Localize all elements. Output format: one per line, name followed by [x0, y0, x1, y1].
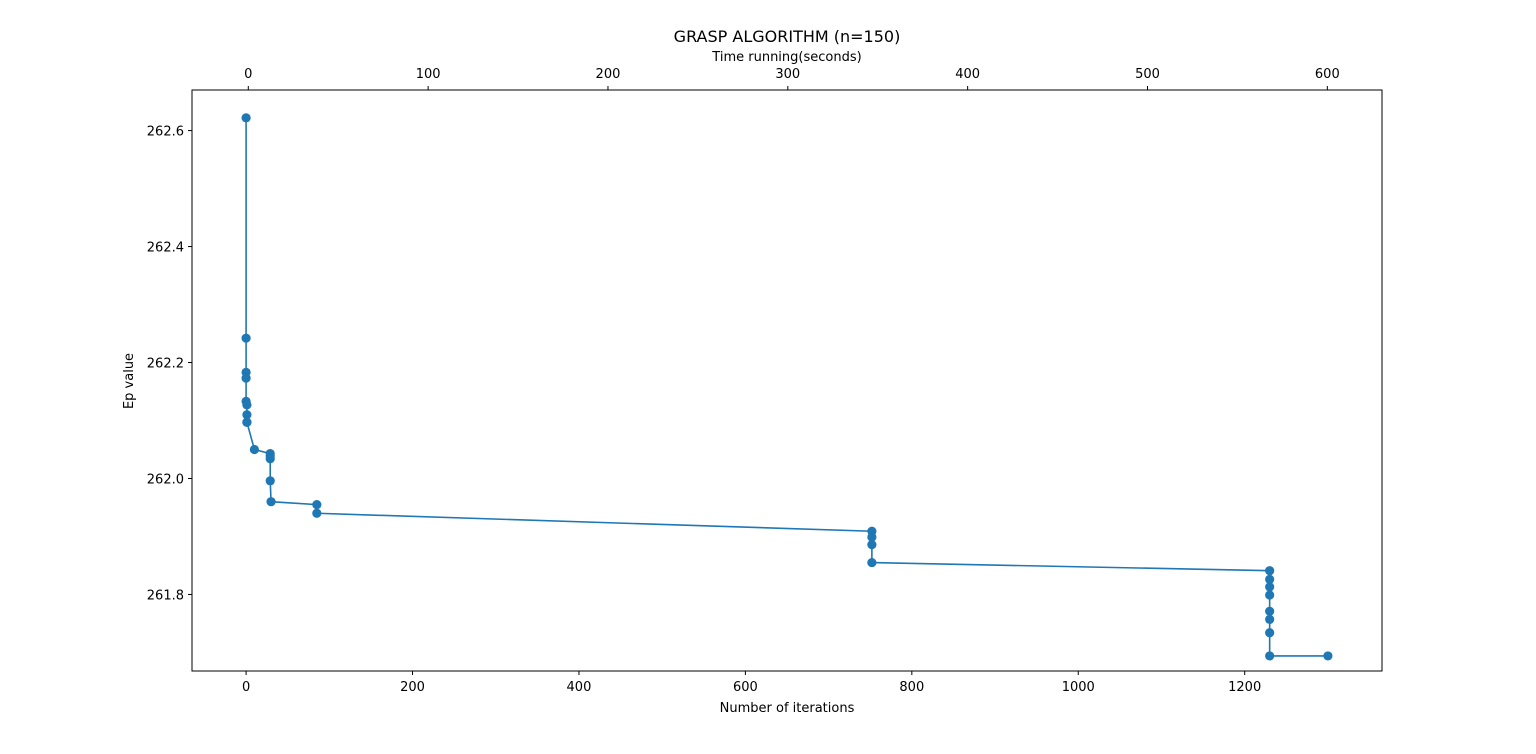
data-point: [241, 373, 251, 383]
y-tick-label: 262.4: [147, 241, 184, 256]
data-point: [1323, 651, 1333, 661]
data-point: [241, 333, 251, 343]
data-point: [1265, 606, 1275, 616]
x-tick-label: 800: [899, 680, 924, 695]
data-point: [1265, 574, 1275, 584]
y-tick-label: 262.2: [147, 357, 184, 372]
x-tick-label: 1000: [1062, 680, 1095, 695]
data-point: [1265, 582, 1275, 592]
x-tick-label: 0: [242, 680, 250, 695]
data-point: [266, 497, 276, 507]
top-x-tick-label: 500: [1135, 67, 1160, 82]
axis-ticks: 0 200 400 600 800 1000 1200 0 100 200 300 400 500 600…: [147, 67, 1340, 695]
data-point: [241, 113, 251, 123]
data-point: [312, 508, 322, 518]
x-tick-label: 200: [400, 680, 425, 695]
top-x-tick-label: 100: [416, 67, 441, 82]
y-tick-label: 262.0: [147, 472, 184, 487]
data-point: [249, 444, 260, 455]
chart-title: GRASP ALGORITHM (n=150): [674, 27, 901, 46]
top-x-tick-label: 400: [955, 67, 980, 82]
data-point: [1265, 651, 1275, 661]
x-tick-label: 600: [733, 680, 758, 695]
top-x-tick-label: 300: [775, 67, 800, 82]
data-point: [867, 539, 877, 550]
data-point: [242, 400, 252, 410]
top-x-tick-label: 600: [1315, 67, 1340, 82]
x-tick-label: 400: [567, 680, 592, 695]
data-point: [1265, 614, 1275, 624]
y-axis-label: Ep value: [122, 353, 137, 409]
top-x-tick-label: 0: [244, 67, 252, 82]
data-point: [1265, 628, 1275, 638]
data-point: [242, 410, 252, 420]
data-point: [242, 417, 252, 427]
data-point: [312, 499, 322, 510]
top-x-axis-label: Time running(seconds): [711, 50, 861, 65]
data-point: [867, 532, 877, 542]
data-point: [265, 454, 275, 464]
plot-area: [241, 113, 1333, 661]
x-tick-label: 1200: [1228, 680, 1261, 695]
axes-frame: [191, 89, 1383, 672]
y-tick-label: 262.6: [147, 125, 184, 140]
top-x-tick-label: 200: [596, 67, 621, 82]
data-point: [1265, 590, 1275, 600]
y-tick-label: 261.8: [147, 588, 184, 603]
data-point: [265, 476, 275, 486]
data-point: [1265, 566, 1275, 576]
data-point: [867, 557, 877, 568]
x-axis-label: Number of iterations: [720, 701, 855, 716]
